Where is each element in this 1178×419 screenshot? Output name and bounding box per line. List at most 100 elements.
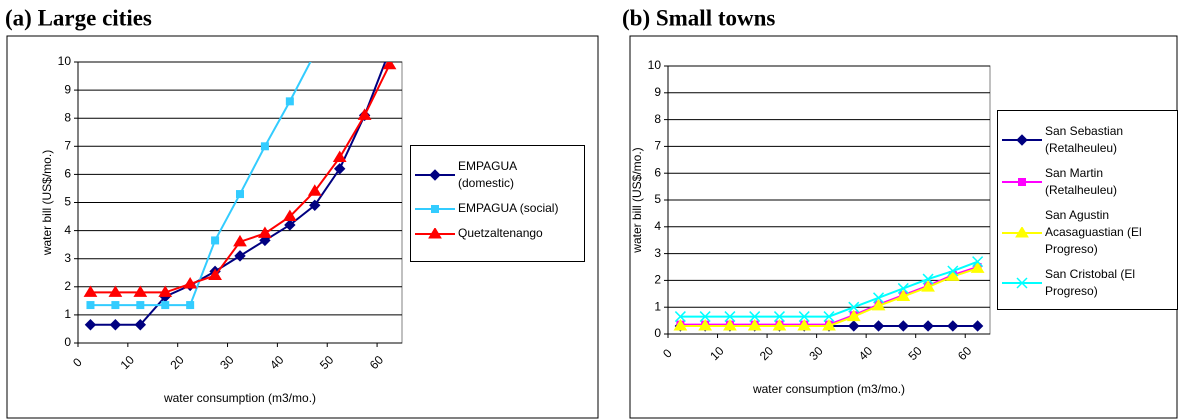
legend-label: San Martin (Retalheuleu) (1045, 166, 1118, 197)
y-tick-label: 1 (654, 299, 661, 313)
marker (947, 265, 959, 277)
legend-key (1002, 134, 1042, 146)
marker (158, 285, 173, 297)
marker (921, 280, 935, 292)
marker (332, 150, 347, 163)
marker (109, 319, 122, 331)
legend-label: Quetzaltenango (458, 226, 543, 240)
marker (1016, 277, 1028, 289)
marker (382, 62, 397, 70)
legend-entry: EMPAGUA (domestic) (415, 158, 580, 192)
marker (186, 301, 195, 310)
marker (698, 318, 713, 331)
marker (945, 269, 960, 281)
y-tick-label: 9 (64, 82, 71, 96)
marker (259, 234, 271, 247)
marker (84, 319, 97, 331)
marker (674, 311, 686, 323)
marker (183, 277, 198, 289)
marker (428, 227, 442, 238)
marker (233, 234, 247, 247)
legend-key (415, 227, 455, 238)
marker (282, 209, 297, 222)
marker (699, 311, 711, 323)
panel-title: (b) Small towns (622, 5, 775, 30)
y-axis-label: water bill (US$/mo.) (630, 147, 644, 253)
marker (258, 226, 272, 238)
marker (307, 184, 322, 196)
plot-series (83, 62, 397, 331)
marker (972, 256, 984, 268)
y-tick-label: 5 (654, 192, 661, 206)
marker (673, 318, 688, 331)
marker (234, 250, 246, 262)
y-tick-label: 3 (654, 246, 661, 260)
y-tick-label: 7 (64, 138, 71, 152)
legend-label: San Cristobal (El Progreso) (1045, 267, 1136, 298)
legend-key (1002, 226, 1042, 237)
y-tick-label: 8 (64, 110, 71, 124)
marker (309, 199, 321, 212)
marker (971, 320, 984, 332)
marker (111, 301, 120, 310)
marker (872, 320, 885, 332)
marker (134, 319, 147, 331)
marker (161, 301, 170, 310)
legend-label: EMPAGUA (social) (458, 201, 559, 215)
marker (724, 311, 736, 323)
marker (429, 169, 441, 181)
legend-entry: EMPAGUA (social) (415, 200, 580, 217)
marker (285, 97, 294, 106)
marker (357, 108, 372, 120)
marker (1018, 178, 1026, 186)
marker (236, 190, 244, 199)
legend-key (1002, 178, 1042, 186)
marker (208, 268, 222, 281)
legend-key (415, 204, 455, 213)
legend-key (415, 169, 455, 181)
marker (773, 311, 785, 323)
marker (922, 273, 934, 285)
y-tick-label: 10 (648, 58, 662, 72)
legend-key (1002, 277, 1042, 289)
marker (897, 320, 910, 332)
x-axis-label: water consumption (m3/mo.) (163, 391, 316, 405)
y-tick-label: 4 (654, 219, 661, 233)
marker (133, 285, 148, 297)
marker (284, 219, 296, 231)
x-axis-label: water consumption (m3/mo.) (752, 382, 905, 396)
y-tick-label: 6 (64, 167, 71, 181)
y-tick-label: 3 (64, 251, 71, 265)
marker (848, 320, 860, 332)
legend-entry: Quetzaltenango (415, 225, 580, 242)
marker (823, 311, 835, 323)
legend: EMPAGUA (domestic) EMPAGUA (social) Quetza… (410, 145, 585, 262)
y-tick-label: 2 (64, 279, 71, 293)
marker (947, 320, 959, 332)
marker (211, 236, 220, 245)
y-tick-label: 2 (654, 273, 661, 287)
series-line (90, 62, 312, 307)
y-tick-label: 8 (654, 112, 661, 126)
panel-title: (a) Large cities (5, 5, 152, 30)
legend: San Sebastian (Retalheuleu) San Martin (R… (997, 110, 1178, 310)
legend-entry: San Martin (Retalheuleu) (1002, 165, 1173, 199)
marker (749, 311, 761, 323)
y-tick-label: 10 (58, 54, 72, 68)
y-tick-label: 7 (654, 139, 661, 153)
marker (897, 282, 909, 294)
marker (108, 285, 123, 297)
marker (1016, 134, 1028, 146)
y-tick-label: 1 (64, 307, 71, 321)
marker (431, 204, 439, 213)
marker (798, 311, 810, 323)
y-tick-label: 5 (64, 195, 71, 209)
marker (970, 261, 985, 273)
marker (136, 301, 145, 310)
marker (333, 163, 346, 175)
marker (260, 142, 269, 151)
legend-entry: San Cristobal (El Progreso) (1002, 266, 1173, 300)
legend-label: EMPAGUA (domestic) (458, 159, 517, 190)
marker (723, 318, 737, 331)
marker (86, 301, 95, 310)
